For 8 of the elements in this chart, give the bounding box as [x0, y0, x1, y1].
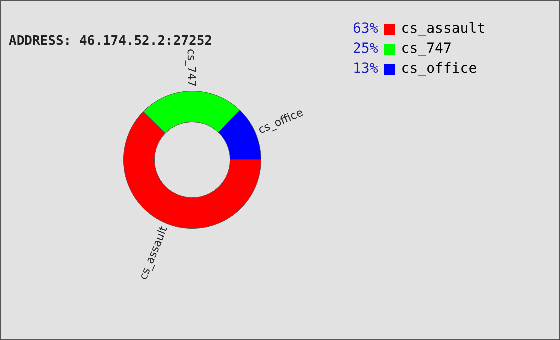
text: ADDRESS: 46.174.52.2:27252: [9, 34, 212, 49]
data-label: 25%: [353, 41, 378, 57]
legend-label: cs_office: [401, 61, 478, 77]
data-label: 13%: [353, 61, 378, 77]
legend-label: cs_assault: [401, 21, 486, 37]
slice-label: cs_747: [184, 48, 199, 88]
legend-label: cs_747: [401, 41, 452, 57]
data-label: 63%: [353, 21, 378, 37]
